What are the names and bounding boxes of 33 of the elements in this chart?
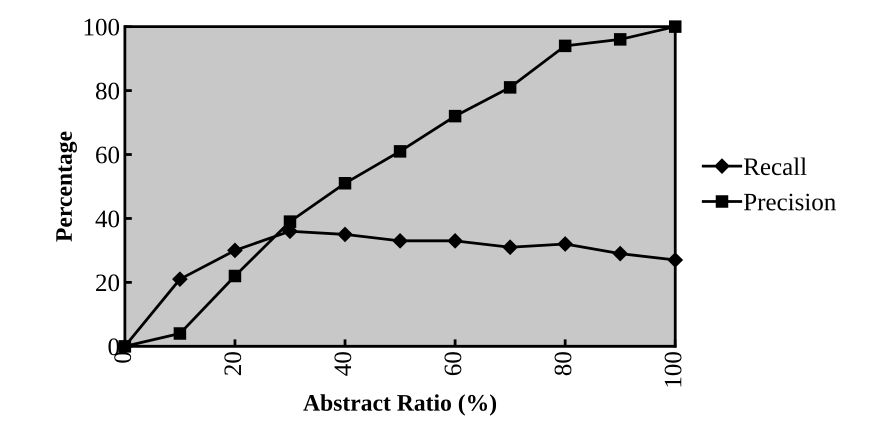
y-tick-label: 60 bbox=[96, 146, 120, 164]
point bbox=[228, 270, 242, 282]
y-tick-label: 40 bbox=[96, 210, 120, 228]
point bbox=[558, 40, 572, 52]
x-tick-label: 40 bbox=[334, 352, 352, 376]
point bbox=[668, 20, 682, 33]
point bbox=[172, 272, 188, 287]
x-axis-title: Abstract Ratio (%) bbox=[303, 394, 496, 416]
point bbox=[174, 327, 186, 340]
point bbox=[337, 226, 353, 242]
point bbox=[504, 81, 516, 94]
y-tick-label: 20 bbox=[96, 274, 120, 292]
legend-label: Precision bbox=[744, 194, 836, 210]
point bbox=[668, 252, 683, 268]
point bbox=[502, 240, 518, 255]
point bbox=[338, 177, 352, 190]
point bbox=[612, 246, 628, 262]
point bbox=[448, 233, 463, 248]
y-tick-label: 80 bbox=[96, 82, 120, 100]
point bbox=[558, 236, 573, 252]
point bbox=[392, 233, 408, 248]
x-tick-label: 80 bbox=[554, 352, 572, 376]
x-tick-label: 60 bbox=[444, 352, 462, 376]
x-tick-label: 100 bbox=[664, 352, 682, 386]
point bbox=[284, 215, 296, 228]
x-tick-label: 20 bbox=[224, 352, 242, 376]
point bbox=[394, 145, 406, 158]
point bbox=[227, 242, 243, 258]
y-axis-title: Percentage bbox=[56, 132, 77, 242]
point bbox=[614, 33, 626, 46]
point bbox=[448, 110, 462, 122]
legend-label: Recall bbox=[744, 158, 807, 176]
y-tick-label: 100 bbox=[84, 18, 120, 36]
